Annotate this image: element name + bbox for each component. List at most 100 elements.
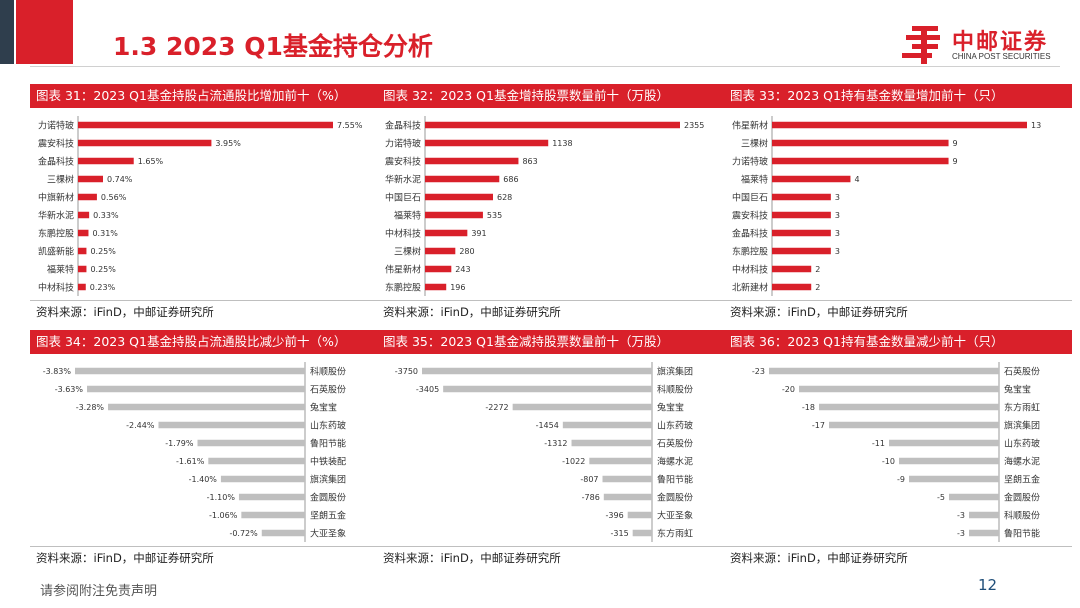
bar bbox=[238, 493, 305, 501]
chart-fig34: 科顺股份 -3.83% 石英股份 -3.63% 兔宝宝 -3.28% 山东药玻 -2.44% 鲁… bbox=[43, 362, 346, 542]
category-label: 鲁阳节能 bbox=[657, 474, 693, 486]
bar bbox=[772, 193, 831, 201]
bar bbox=[78, 193, 97, 201]
bar bbox=[772, 265, 812, 273]
panel-fig31: 图表 31：2023 Q1基金持股占流通股比增加前十（%） 力诺特玻 7.55% 震… bbox=[30, 84, 378, 319]
category-label: 金晶科技 bbox=[38, 156, 74, 168]
category-label: 金圆股份 bbox=[1004, 492, 1040, 504]
category-label: 伟星新材 bbox=[732, 120, 768, 132]
category-label: 东方雨虹 bbox=[657, 528, 693, 540]
category-label: 山东药玻 bbox=[1004, 438, 1040, 450]
bar bbox=[949, 493, 999, 501]
source-note: 资料来源：iFinD，中邮证券研究所 bbox=[383, 551, 561, 565]
bar bbox=[772, 139, 949, 147]
data-label: -3405 bbox=[416, 385, 439, 394]
bar bbox=[425, 211, 483, 219]
chart-fig35: 旗滨集团 -3750 科顺股份 -3405 兔宝宝 -2272 山东药玻 -1454 石英股份 -… bbox=[395, 362, 693, 542]
category-label: 山东药玻 bbox=[657, 420, 693, 432]
category-label: 福莱特 bbox=[741, 174, 768, 186]
data-label: -11 bbox=[872, 439, 885, 448]
header-accent-red bbox=[16, 0, 73, 64]
category-label: 中旗新材 bbox=[38, 192, 74, 204]
data-label: -786 bbox=[582, 493, 600, 502]
data-label: -1.40% bbox=[189, 475, 218, 484]
company-logo: 中邮证券 CHINA POST SECURITIES bbox=[902, 24, 1072, 68]
bar bbox=[197, 439, 305, 447]
panel-header: 图表 35：2023 Q1基金减持股票数量前十（万股） bbox=[377, 330, 725, 354]
category-label: 震安科技 bbox=[732, 210, 768, 222]
data-label: -1454 bbox=[536, 421, 559, 430]
category-label: 华新水泥 bbox=[385, 174, 421, 186]
data-label: -23 bbox=[752, 367, 765, 376]
data-label: -2.44% bbox=[126, 421, 155, 430]
category-label: 东鹏控股 bbox=[732, 246, 768, 258]
category-label: 北新建材 bbox=[732, 282, 768, 294]
bar bbox=[829, 421, 999, 429]
data-label: 391 bbox=[471, 229, 486, 238]
category-label: 三棵树 bbox=[394, 246, 421, 258]
data-label: -1312 bbox=[544, 439, 567, 448]
bar bbox=[78, 229, 89, 237]
data-label: -3.83% bbox=[43, 367, 72, 376]
header-accent-dark bbox=[0, 0, 14, 64]
source-divider bbox=[724, 546, 1072, 547]
data-label: 3 bbox=[835, 193, 840, 202]
category-label: 大亚圣象 bbox=[657, 510, 693, 522]
category-label: 福莱特 bbox=[47, 264, 74, 276]
category-label: 福莱特 bbox=[394, 210, 421, 222]
category-label: 中国巨石 bbox=[732, 192, 768, 204]
logo-text-en: CHINA POST SECURITIES bbox=[952, 52, 1051, 61]
category-label: 旗滨集团 bbox=[310, 474, 346, 486]
data-label: -1.79% bbox=[165, 439, 194, 448]
category-label: 金晶科技 bbox=[732, 228, 768, 240]
source-divider bbox=[377, 300, 725, 301]
category-label: 伟星新材 bbox=[385, 264, 421, 276]
bar bbox=[512, 403, 652, 411]
bar bbox=[627, 511, 652, 519]
data-label: -3 bbox=[957, 511, 965, 520]
bar bbox=[87, 385, 306, 393]
category-label: 华新水泥 bbox=[38, 210, 74, 222]
bar bbox=[78, 211, 90, 219]
category-label: 中材科技 bbox=[385, 228, 421, 240]
category-label: 坚朗五金 bbox=[310, 510, 346, 522]
panel-header: 图表 33：2023 Q1持有基金数量增加前十（只） bbox=[724, 84, 1072, 108]
data-label: 3 bbox=[835, 247, 840, 256]
data-label: 243 bbox=[455, 265, 470, 274]
chart-fig32: 金晶科技 2355 力诺特玻 1138 震安科技 863 华新水泥 686 中国巨石 628 福莱特… bbox=[385, 116, 704, 296]
bar bbox=[78, 175, 103, 183]
data-label: -315 bbox=[611, 529, 629, 538]
category-label: 旗滨集团 bbox=[1004, 420, 1040, 432]
category-label: 东鹏控股 bbox=[38, 228, 74, 240]
category-label: 中材科技 bbox=[732, 264, 768, 276]
data-label: 686 bbox=[503, 175, 518, 184]
logo-text-cn: 中邮证券 bbox=[952, 30, 1049, 55]
data-label: 0.23% bbox=[90, 283, 116, 292]
bar bbox=[589, 457, 652, 465]
data-label: 7.55% bbox=[337, 121, 363, 130]
bar bbox=[78, 247, 87, 255]
bar bbox=[969, 529, 999, 537]
bar bbox=[425, 139, 549, 147]
data-label: 9 bbox=[953, 157, 958, 166]
bar bbox=[158, 421, 305, 429]
category-label: 震安科技 bbox=[385, 156, 421, 168]
category-label: 东方雨虹 bbox=[1004, 402, 1040, 414]
bar bbox=[819, 403, 999, 411]
category-label: 旗滨集团 bbox=[657, 366, 693, 378]
bar bbox=[772, 229, 831, 237]
disclaimer-note: 请参阅附注免责声明 bbox=[40, 584, 158, 599]
bar bbox=[78, 139, 212, 147]
source-divider bbox=[377, 546, 725, 547]
category-label: 科顺股份 bbox=[1004, 510, 1040, 522]
bar bbox=[208, 457, 305, 465]
data-label: 3 bbox=[835, 229, 840, 238]
bar bbox=[562, 421, 652, 429]
category-label: 力诺特玻 bbox=[385, 138, 421, 150]
data-label: 9 bbox=[953, 139, 958, 148]
data-label: -0.72% bbox=[229, 529, 258, 538]
data-label: 1.65% bbox=[138, 157, 164, 166]
category-label: 海螺水泥 bbox=[1004, 456, 1040, 468]
data-label: 0.25% bbox=[90, 247, 116, 256]
panel-header: 图表 31：2023 Q1基金持股占流通股比增加前十（%） bbox=[30, 84, 378, 108]
